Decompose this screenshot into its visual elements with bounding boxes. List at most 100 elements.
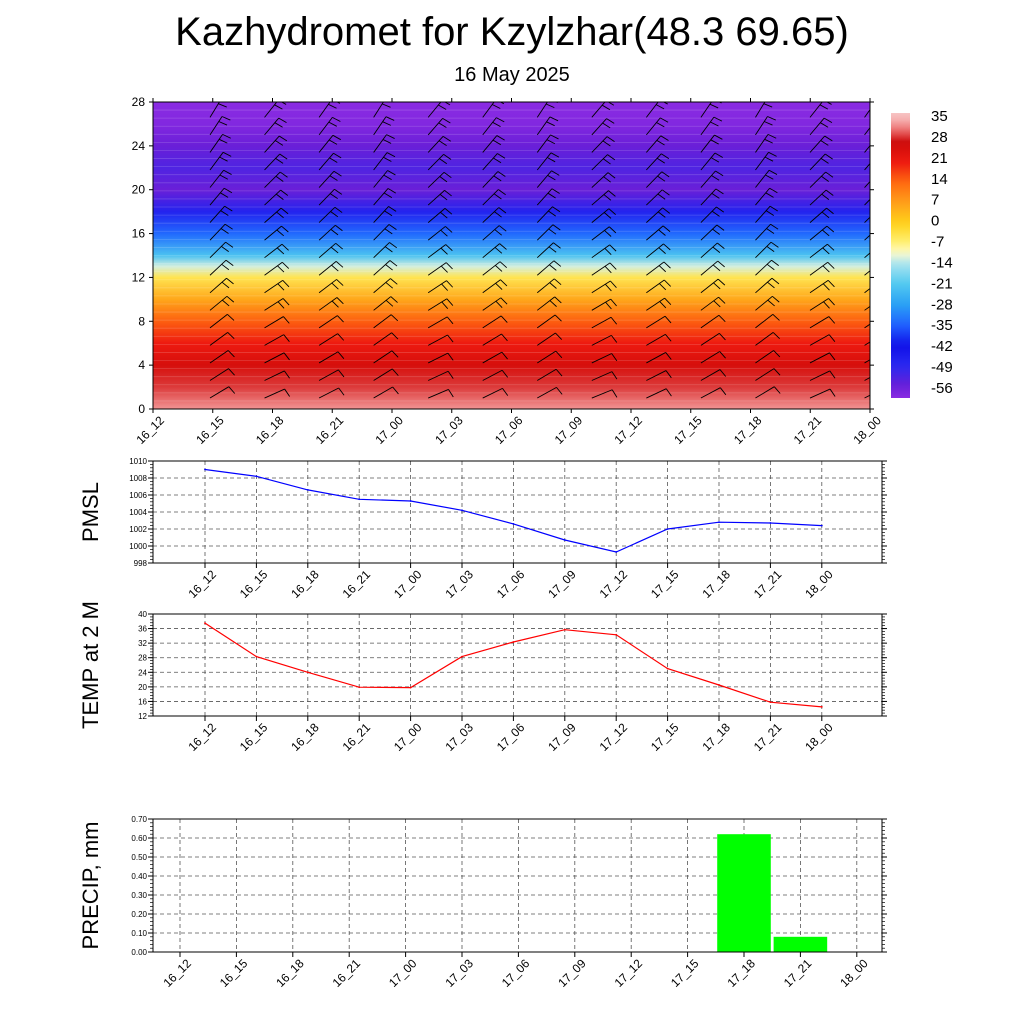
wind-barb <box>646 370 667 381</box>
wind-barb-flag <box>767 299 775 307</box>
wind-barb-flag <box>548 210 557 217</box>
wind-barb-flag <box>665 388 672 397</box>
wind-barb-flag <box>275 175 284 182</box>
wind-barb-flag <box>333 170 342 177</box>
wind-barb-flag <box>494 229 503 236</box>
pmsl-panel: 998 1000 1002 1004 1006 1008 1010 16_12 16_15 16_… <box>78 457 887 601</box>
wind-barb-flag <box>822 265 830 273</box>
wind-barb <box>209 350 229 364</box>
wind-barb <box>264 316 284 329</box>
wind-barb-flag <box>609 244 617 252</box>
wind-barb-flag <box>875 140 883 144</box>
wind-barb <box>700 134 715 153</box>
wind-barb <box>755 116 768 136</box>
wind-barb <box>646 243 664 259</box>
wind-barb-flag <box>499 243 507 250</box>
wind-barb <box>373 206 389 223</box>
wind-barb <box>537 332 556 346</box>
data-point <box>820 524 823 527</box>
wind-barb-flag <box>497 153 506 159</box>
wind-barb <box>700 351 720 364</box>
wind-barb-flag <box>603 176 611 183</box>
wind-barb <box>482 117 497 136</box>
wind-barb-flag <box>608 226 617 234</box>
wind-barb <box>427 352 449 364</box>
x-tick-label: 18_00 <box>837 956 871 990</box>
panel-frame <box>152 460 883 564</box>
x-tick-label: 17_15 <box>671 413 705 447</box>
wind-barb-flag <box>444 190 452 197</box>
wind-barb-flag <box>820 140 829 146</box>
wind-barb-flag <box>661 189 670 196</box>
wind-barb-flag <box>274 140 284 146</box>
wind-barb-flag <box>496 117 505 123</box>
wind-barb-flag <box>607 102 615 106</box>
colorbar-label: 21 <box>931 150 948 167</box>
wind-barb <box>809 207 827 223</box>
wind-barb-flag <box>607 172 616 179</box>
wind-barb-flag <box>334 188 343 195</box>
wind-barb <box>700 206 717 223</box>
wind-barb <box>864 126 870 136</box>
wind-barb-flag <box>501 333 508 342</box>
wind-barb <box>373 386 393 399</box>
wind-barb-flag <box>278 117 287 124</box>
wind-barb-flag <box>658 265 667 273</box>
wind-barb <box>646 207 663 223</box>
wind-barb-flag <box>495 282 503 290</box>
wind-barb <box>864 323 870 329</box>
x-tick-label: 17_18 <box>699 720 733 754</box>
wind-barb-flag <box>718 333 726 341</box>
y-tick-label: 20 <box>138 683 147 692</box>
wind-barb-flag <box>448 389 454 398</box>
wind-barb <box>755 259 772 276</box>
wind-barb-flag <box>279 135 288 142</box>
wind-barb <box>646 352 666 364</box>
wind-barb-flag <box>717 242 725 249</box>
wind-barb <box>809 334 830 346</box>
wind-barb <box>427 244 447 259</box>
wind-barb-flag <box>382 121 392 126</box>
wind-barb <box>373 332 392 346</box>
wind-barb-flag <box>822 247 830 255</box>
wind-barb-flag <box>281 243 289 251</box>
wind-barb <box>755 350 774 364</box>
wind-barb-flag <box>877 247 884 253</box>
wind-barb <box>264 352 285 364</box>
wind-barb-flag <box>384 228 393 235</box>
wind-barb-flag <box>718 296 726 304</box>
data-point <box>718 521 720 524</box>
data-point <box>615 633 618 636</box>
wind-barb-flag <box>664 297 672 305</box>
wind-barb-flag <box>548 228 557 235</box>
wind-barb <box>264 225 282 241</box>
wind-barb-flag <box>657 193 666 200</box>
wind-barb <box>700 278 719 294</box>
wind-barb <box>264 102 278 118</box>
x-tick-label: 17_21 <box>791 413 825 447</box>
wind-barb-flag <box>665 370 672 379</box>
wind-barb <box>427 262 447 276</box>
wind-barb-flag <box>390 296 398 303</box>
wind-barb <box>646 279 665 294</box>
colorbar-label: -42 <box>931 338 953 355</box>
wind-barb-flag <box>713 116 723 122</box>
wind-barb-flag <box>446 280 454 288</box>
wind-barb <box>318 242 337 259</box>
colorbar-label: -7 <box>931 234 944 251</box>
wind-barb-flag <box>225 241 234 248</box>
wind-barb <box>373 170 388 188</box>
wind-barb <box>809 370 831 381</box>
wind-barb-flag <box>549 300 557 307</box>
wind-barb <box>536 170 552 188</box>
wind-barb <box>318 369 339 381</box>
wind-barb <box>318 297 338 311</box>
wind-barb <box>482 102 495 118</box>
wind-barb-flag <box>717 260 725 268</box>
wind-barb-flag <box>276 247 285 255</box>
wind-barb <box>700 332 720 346</box>
chart-subtitle: 16 May 2025 <box>454 64 570 86</box>
wind-barb-flag <box>220 192 229 198</box>
wind-barb <box>427 316 448 329</box>
wind-barb-flag <box>611 389 618 398</box>
